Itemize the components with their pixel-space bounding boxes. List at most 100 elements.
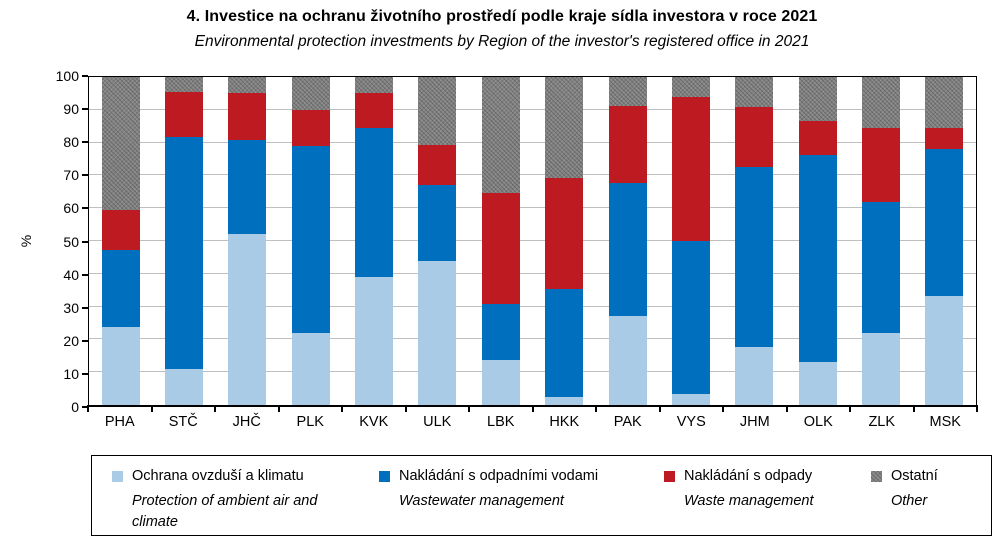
bar-segment-waste [608,105,647,183]
page-title: 4. Investice na ochranu životního prostř… [186,8,818,25]
x-axis-label-LBK: LBK [487,414,515,430]
bar-group-MSK [913,77,976,405]
bar-segment-waste [861,127,900,202]
bar-group-PAK [596,77,659,405]
gridline-80 [89,141,976,143]
page-subtitle: Environmental protection investments by … [194,33,810,50]
y-tick-mark [82,108,88,111]
bar-segment-other [671,77,710,98]
bar-segment-other [861,77,900,128]
bar-segment-wastewater [481,303,520,361]
bar-segment-wastewater [545,288,584,398]
bar-VYS [671,77,710,405]
bar-ZLK [861,77,900,405]
y-tick-mark [82,141,88,144]
bar-segment-air [861,332,900,405]
bar-segment-wastewater [355,127,394,278]
legend-entry-air: Ochrana ovzduší a klimatu [112,467,342,486]
y-tick-label: 10 [63,365,79,382]
bar-segment-wastewater [798,155,837,362]
bar-group-PLK [279,77,342,405]
x-tick-mark [658,405,661,412]
bar-group-KVK [342,77,405,405]
bar-HKK [545,77,584,405]
y-tick-mark [82,207,88,210]
gridline-50 [89,240,976,241]
bar-LBK [481,77,520,405]
legend-item-waste: Nakládání s odpady Waste management [664,467,864,512]
x-tick-mark [341,405,343,412]
y-tick-mark [82,372,88,375]
bar-segment-air [735,346,774,405]
legend-item-air: Ochrana ovzduší a klimatu Protection of a… [112,467,342,533]
bar-segment-waste [735,107,774,168]
bar-segment-wastewater [228,140,267,234]
bar-PLK [291,77,330,405]
bar-group-PHA [89,77,152,405]
gridline-30 [89,305,976,307]
x-axis-label-PHA: PHA [104,414,135,430]
x-tick-mark [87,405,89,412]
gridline-90 [89,108,976,110]
x-tick-mark [531,405,534,412]
x-tick-mark [785,405,788,412]
y-tick-label: 30 [63,299,79,316]
bar-segment-other [545,77,584,179]
legend-label-en-other: Other [891,493,928,509]
bar-segment-waste [798,121,837,156]
legend-label-en-air: Protection of ambient air and climate [132,493,318,530]
x-axis-labels: PHA STČ JHČ PLK KVK ULK LBK HKK PAK VYS JHM OLK ZLK M… [88,414,977,430]
bar-segment-air [355,277,394,405]
bar-segment-air [291,333,330,405]
bar-segment-air [545,397,584,405]
bar-segment-waste [101,210,140,250]
y-tick-label: 60 [63,200,79,217]
legend: Ochrana ovzduší a klimatu Protection of a… [91,455,992,536]
x-tick-mark [595,405,597,412]
bar-segment-air [925,296,964,405]
legend-label-cz-waste: Nakládání s odpady [684,468,813,484]
bar-segment-waste [291,109,330,146]
bar-group-OLK [786,77,849,405]
x-tick-mark [277,405,280,412]
legend-label-en-wastewater: Wastewater management [399,493,564,509]
y-tick-label: 0 [71,399,79,415]
bar-segment-other [925,77,964,129]
bar-group-STČ [152,77,215,405]
y-tick-mark [82,406,88,408]
legend-label-cz-other: Ostatní [891,468,938,484]
y-tick-mark [82,273,88,276]
bar-segment-other [735,77,774,108]
x-axis-label-PLK: PLK [296,414,324,430]
x-axis-tick-marks [87,405,978,412]
bar-segment-other [165,77,204,92]
legend-entry-other: Ostatní [871,467,981,486]
bar-segment-waste [671,97,710,242]
bar-segment-wastewater [925,149,964,297]
bar-segment-wastewater [671,241,710,394]
bar-segment-wastewater [165,136,204,369]
bar-segment-other [355,77,394,94]
y-axis-tick-labels: 0 10 20 30 40 50 60 70 80 90 100 [0,68,79,415]
legend-swatch-air [112,471,123,482]
bar-segment-other [481,77,520,194]
bar-segment-other [228,77,267,94]
bar-segment-wastewater [418,184,457,261]
bar-segment-air [608,316,647,405]
bar-MSK [925,77,964,405]
bar-segment-waste [545,178,584,289]
x-axis-label-MSK: MSK [929,414,961,430]
gridline-60 [89,207,976,209]
bar-segment-air [671,393,710,405]
x-tick-mark [912,405,915,412]
y-tick-label: 90 [63,101,79,118]
x-tick-mark [214,405,216,412]
gridline-10 [89,371,976,373]
x-axis-label-ULK: ULK [423,414,452,430]
x-tick-mark [976,405,978,412]
legend-entry-waste: Nakládání s odpady [664,467,864,486]
bar-segment-waste [925,128,964,150]
bar-ULK [418,77,457,405]
bar-group-ULK [406,77,469,405]
